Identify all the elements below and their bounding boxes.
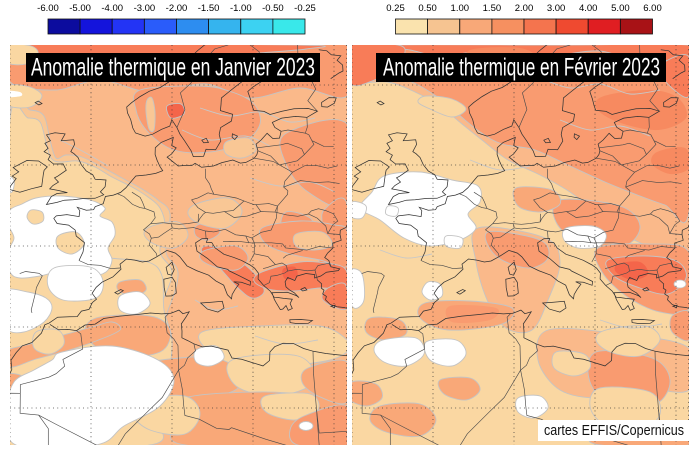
svg-text:1.00: 1.00 [451, 3, 470, 14]
svg-text:2.00: 2.00 [515, 3, 534, 14]
svg-text:-1.00: -1.00 [230, 3, 252, 14]
svg-text:-3.00: -3.00 [134, 3, 156, 14]
svg-text:0.50: 0.50 [418, 3, 437, 14]
svg-text:0.25: 0.25 [386, 3, 405, 14]
svg-text:Anomalie thermique en Janvier: Anomalie thermique en Janvier 2023 [31, 54, 315, 82]
svg-text:-0.25: -0.25 [294, 3, 316, 14]
svg-text:5.00: 5.00 [611, 3, 630, 14]
svg-text:Anomalie thermique en Février: Anomalie thermique en Février 2023 [383, 54, 660, 82]
svg-text:-0.50: -0.50 [262, 3, 284, 14]
svg-text:3.00: 3.00 [547, 3, 566, 14]
svg-text:-4.00: -4.00 [101, 3, 123, 14]
svg-text:-1.50: -1.50 [198, 3, 220, 14]
svg-text:1.50: 1.50 [483, 3, 502, 14]
svg-text:cartes EFFIS/Copernicus: cartes EFFIS/Copernicus [544, 422, 684, 439]
svg-text:-2.00: -2.00 [166, 3, 188, 14]
svg-text:4.00: 4.00 [579, 3, 598, 14]
svg-text:-6.00: -6.00 [37, 3, 59, 14]
svg-text:-5.00: -5.00 [69, 3, 91, 14]
svg-text:6.00: 6.00 [643, 3, 662, 14]
